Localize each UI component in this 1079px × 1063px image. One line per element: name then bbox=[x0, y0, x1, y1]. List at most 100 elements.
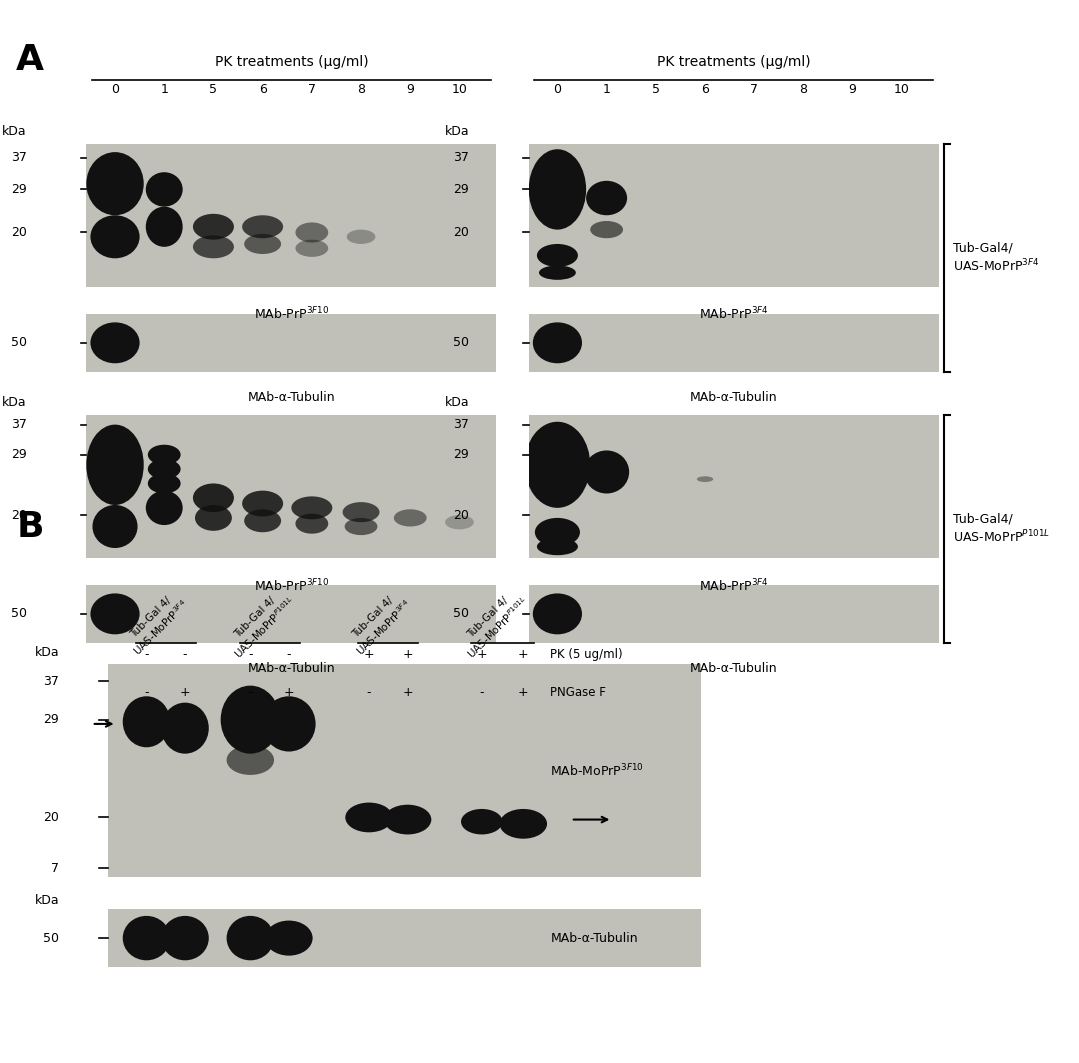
Text: 37: 37 bbox=[453, 151, 469, 165]
Text: Tub-Gal4/
UAS-MoPrP$^{P101L}$: Tub-Gal4/ UAS-MoPrP$^{P101L}$ bbox=[953, 512, 1050, 545]
Ellipse shape bbox=[343, 502, 380, 522]
Ellipse shape bbox=[296, 239, 328, 257]
Text: B: B bbox=[16, 510, 43, 544]
Ellipse shape bbox=[590, 221, 623, 238]
Ellipse shape bbox=[227, 745, 274, 775]
Text: 50: 50 bbox=[453, 607, 469, 621]
Ellipse shape bbox=[123, 916, 170, 960]
Text: +: + bbox=[364, 648, 374, 661]
Text: 0: 0 bbox=[554, 83, 561, 96]
Ellipse shape bbox=[242, 215, 283, 238]
Text: 37: 37 bbox=[453, 418, 469, 432]
Text: -: - bbox=[145, 686, 149, 698]
Ellipse shape bbox=[537, 538, 578, 555]
Text: 37: 37 bbox=[11, 151, 27, 165]
Text: +: + bbox=[284, 686, 295, 698]
Text: -: - bbox=[479, 686, 484, 698]
Text: MAb-PrP$^{3F10}$: MAb-PrP$^{3F10}$ bbox=[254, 306, 329, 323]
Text: +: + bbox=[518, 648, 529, 661]
Text: MAb-PrP$^{3F4}$: MAb-PrP$^{3F4}$ bbox=[699, 306, 768, 323]
Text: 7: 7 bbox=[308, 83, 316, 96]
Text: kDa: kDa bbox=[35, 646, 59, 659]
Text: -: - bbox=[248, 686, 252, 698]
Text: +: + bbox=[477, 648, 487, 661]
Text: PNGase F: PNGase F bbox=[550, 686, 606, 698]
Text: 1: 1 bbox=[161, 83, 168, 96]
Ellipse shape bbox=[193, 214, 234, 239]
Ellipse shape bbox=[540, 266, 576, 280]
Ellipse shape bbox=[500, 809, 547, 839]
Text: -: - bbox=[248, 648, 252, 661]
Text: kDa: kDa bbox=[445, 125, 469, 138]
Text: 6: 6 bbox=[259, 83, 267, 96]
Ellipse shape bbox=[529, 149, 586, 230]
Ellipse shape bbox=[291, 496, 332, 520]
Ellipse shape bbox=[244, 234, 281, 254]
Text: Tub-Gal 4/
UAS-MoPrP$^{3F4}$: Tub-Gal 4/ UAS-MoPrP$^{3F4}$ bbox=[122, 589, 191, 658]
Ellipse shape bbox=[91, 215, 139, 258]
Text: 9: 9 bbox=[407, 83, 414, 96]
Text: MAb-MoPrP$^{3F10}$: MAb-MoPrP$^{3F10}$ bbox=[550, 762, 644, 779]
Text: 7: 7 bbox=[750, 83, 759, 96]
Ellipse shape bbox=[123, 696, 170, 747]
Text: 50: 50 bbox=[11, 336, 27, 350]
Text: Tub-Gal 4/
UAS-MoPrP$^{3F4}$: Tub-Gal 4/ UAS-MoPrP$^{3F4}$ bbox=[344, 589, 414, 658]
Text: 0: 0 bbox=[111, 83, 119, 96]
Text: 50: 50 bbox=[11, 607, 27, 621]
Ellipse shape bbox=[227, 916, 274, 960]
Text: 5: 5 bbox=[652, 83, 660, 96]
Ellipse shape bbox=[162, 703, 209, 754]
Ellipse shape bbox=[537, 243, 578, 267]
Text: 50: 50 bbox=[453, 336, 469, 350]
Text: 29: 29 bbox=[453, 183, 469, 196]
Ellipse shape bbox=[535, 518, 581, 546]
Text: 10: 10 bbox=[893, 83, 910, 96]
Ellipse shape bbox=[697, 476, 713, 482]
Text: 50: 50 bbox=[43, 931, 59, 945]
Text: kDa: kDa bbox=[35, 894, 59, 907]
Text: Tub-Gal 4/
UAS-MoPrP$^{P101L}$: Tub-Gal 4/ UAS-MoPrP$^{P101L}$ bbox=[455, 586, 531, 661]
Ellipse shape bbox=[146, 491, 182, 525]
Ellipse shape bbox=[146, 206, 182, 247]
Ellipse shape bbox=[148, 473, 180, 493]
Ellipse shape bbox=[220, 686, 281, 754]
Ellipse shape bbox=[91, 593, 139, 635]
Text: kDa: kDa bbox=[2, 396, 27, 409]
Text: 29: 29 bbox=[11, 449, 27, 461]
Ellipse shape bbox=[162, 916, 209, 960]
Ellipse shape bbox=[446, 516, 474, 529]
Ellipse shape bbox=[584, 451, 629, 493]
Ellipse shape bbox=[533, 593, 582, 635]
Text: PK treatments (μg/ml): PK treatments (μg/ml) bbox=[657, 55, 810, 69]
Text: 5: 5 bbox=[209, 83, 218, 96]
Text: Tub-Gal 4/
UAS-MoPrP$^{P101L}$: Tub-Gal 4/ UAS-MoPrP$^{P101L}$ bbox=[222, 586, 298, 661]
Ellipse shape bbox=[91, 322, 139, 364]
Ellipse shape bbox=[193, 235, 234, 258]
Ellipse shape bbox=[344, 518, 378, 535]
Ellipse shape bbox=[242, 491, 283, 517]
Text: MAb-α-Tubulin: MAb-α-Tubulin bbox=[550, 931, 638, 945]
Ellipse shape bbox=[265, 921, 313, 956]
Ellipse shape bbox=[86, 152, 144, 215]
Text: PK treatments (μg/ml): PK treatments (μg/ml) bbox=[215, 55, 368, 69]
Text: -: - bbox=[182, 648, 188, 661]
Text: +: + bbox=[402, 648, 413, 661]
Ellipse shape bbox=[345, 803, 393, 832]
Text: 37: 37 bbox=[11, 418, 27, 432]
Ellipse shape bbox=[296, 222, 328, 242]
Text: 29: 29 bbox=[453, 449, 469, 461]
Text: MAb-α-Tubulin: MAb-α-Tubulin bbox=[247, 662, 336, 675]
Text: MAb-α-Tubulin: MAb-α-Tubulin bbox=[689, 662, 778, 675]
Text: 8: 8 bbox=[357, 83, 365, 96]
Text: 10: 10 bbox=[451, 83, 467, 96]
Text: 20: 20 bbox=[453, 226, 469, 239]
Ellipse shape bbox=[461, 809, 503, 834]
Ellipse shape bbox=[195, 505, 232, 530]
Ellipse shape bbox=[586, 181, 627, 215]
Text: 20: 20 bbox=[43, 811, 59, 824]
Ellipse shape bbox=[346, 230, 375, 243]
Text: 20: 20 bbox=[453, 508, 469, 522]
Ellipse shape bbox=[93, 505, 138, 549]
Ellipse shape bbox=[148, 444, 180, 465]
Text: 1: 1 bbox=[603, 83, 611, 96]
